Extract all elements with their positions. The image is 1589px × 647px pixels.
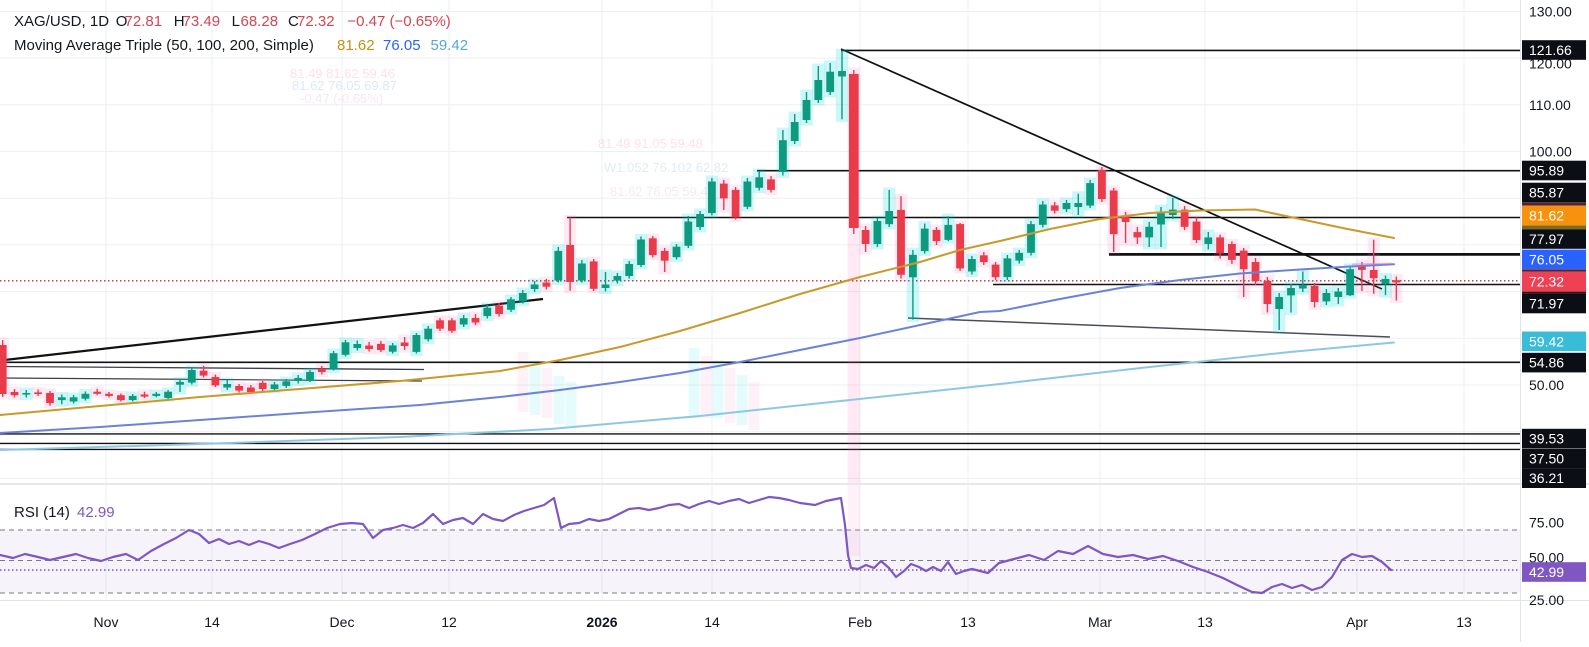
svg-text:13: 13 [960,614,976,630]
svg-text:O: O [116,13,128,30]
svg-text:59.42: 59.42 [1529,333,1564,349]
svg-text:−0.47 (−0.65%): −0.47 (−0.65%) [347,13,450,30]
svg-text:76.05: 76.05 [1529,251,1564,267]
svg-text:76.05: 76.05 [383,37,421,54]
svg-text:81.49 81.62 59.46: 81.49 81.62 59.46 [290,66,395,81]
svg-text:39.53: 39.53 [1529,431,1564,447]
svg-text:81.62: 81.62 [337,37,375,54]
svg-text:75.00: 75.00 [1529,515,1564,531]
svg-text:81.62 76.05 69.87: 81.62 76.05 69.87 [292,78,397,93]
svg-text:68.28: 68.28 [241,13,279,30]
svg-text:Feb: Feb [848,614,872,630]
svg-text:95.89: 95.89 [1529,163,1564,179]
svg-text:Nov: Nov [94,614,119,630]
svg-text:Apr: Apr [1346,614,1368,630]
svg-text:110.00: 110.00 [1529,97,1571,113]
svg-text:H: H [174,13,185,30]
svg-text:13: 13 [1456,614,1472,630]
svg-text:130.00: 130.00 [1529,3,1572,19]
svg-text:37.50: 37.50 [1529,451,1564,467]
svg-text:81.49 91.05 59.48: 81.49 91.05 59.48 [598,136,703,151]
svg-text:25.00: 25.00 [1529,592,1564,608]
svg-text:36.21: 36.21 [1529,470,1564,486]
svg-text:42.99: 42.99 [1529,564,1564,580]
svg-text:59.42: 59.42 [431,37,469,54]
svg-text:73.49: 73.49 [183,13,221,30]
svg-text:Mar: Mar [1088,614,1112,630]
svg-text:100.00: 100.00 [1529,144,1572,160]
svg-text:54.86: 54.86 [1529,355,1564,371]
svg-text:72.32: 72.32 [297,13,335,30]
svg-text:71.97: 71.97 [1529,296,1564,312]
svg-text:81.62: 81.62 [1529,208,1564,224]
svg-text:81.62 76.05 59.42: 81.62 76.05 59.42 [610,184,715,199]
svg-text:42.99: 42.99 [77,504,115,521]
svg-text:W1.052 76.102 62.82: W1.052 76.102 62.82 [604,160,728,175]
svg-text:77.97: 77.97 [1529,231,1564,247]
svg-text:121.66: 121.66 [1529,42,1572,58]
svg-text:Moving Average Triple (50, 100: Moving Average Triple (50, 100, 200, Sim… [14,37,314,54]
svg-text:C: C [288,13,299,30]
svg-text:2026: 2026 [586,614,617,630]
svg-text:50.00: 50.00 [1529,377,1564,393]
svg-text:50.00: 50.00 [1529,550,1564,566]
svg-text:14: 14 [204,614,220,630]
svg-text:Dec: Dec [330,614,355,630]
svg-text:12: 12 [441,614,457,630]
svg-text:RSI (14): RSI (14) [14,504,70,521]
svg-text:14: 14 [704,614,720,630]
svg-text:85.87: 85.87 [1529,185,1564,201]
svg-text:72.81: 72.81 [125,13,163,30]
svg-text:72.32: 72.32 [1529,274,1564,290]
svg-text:13: 13 [1197,614,1213,630]
svg-text:XAG/USD, 1D: XAG/USD, 1D [14,13,109,30]
svg-text:L: L [232,13,240,30]
svg-text:-0.47 (-0.65%): -0.47 (-0.65%) [300,91,383,106]
